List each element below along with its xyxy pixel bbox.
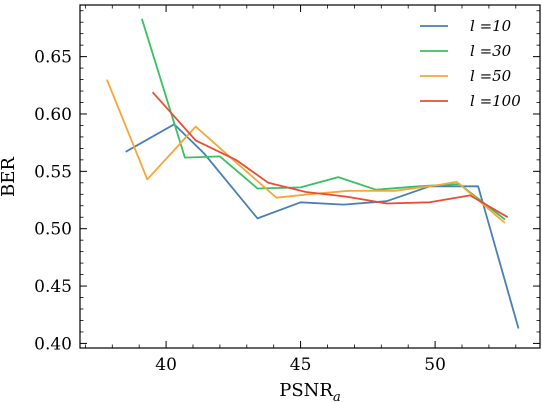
legend-label: l =50	[470, 67, 512, 85]
series-line-1	[141, 18, 506, 221]
legend-label: l =30	[470, 42, 512, 60]
y-tick-label: 0.55	[34, 162, 72, 182]
series-line-2	[106, 79, 506, 224]
series-line-0	[125, 123, 520, 329]
y-tick-label: 0.50	[34, 220, 72, 240]
series-line-3	[151, 91, 509, 218]
legend-label: l =10	[470, 17, 512, 35]
series-lines	[106, 18, 520, 329]
y-tick-label: 0.45	[34, 277, 72, 297]
plot-frame	[79, 4, 541, 349]
x-axis-label: PSNRa	[279, 380, 341, 402]
legend-label: l =100	[470, 92, 521, 110]
y-tick-label: 0.60	[34, 105, 72, 125]
y-tick-label: 0.65	[34, 48, 72, 68]
x-tick-label: 50	[424, 355, 446, 375]
x-tick-label: 45	[290, 355, 312, 375]
y-axis-label: BER	[0, 157, 19, 197]
x-tick-label: 40	[155, 355, 177, 375]
y-tick-label: 0.40	[34, 334, 72, 354]
axis-ticks: 40 45 50 0.40 0.45 0.50 0.55 0.60 0.65	[34, 5, 540, 375]
x-axis-label-subscript: a	[333, 390, 341, 402]
legend: l =10 l =30 l =50 l =100	[420, 17, 521, 110]
x-axis-label-main: PSNR	[279, 380, 333, 401]
